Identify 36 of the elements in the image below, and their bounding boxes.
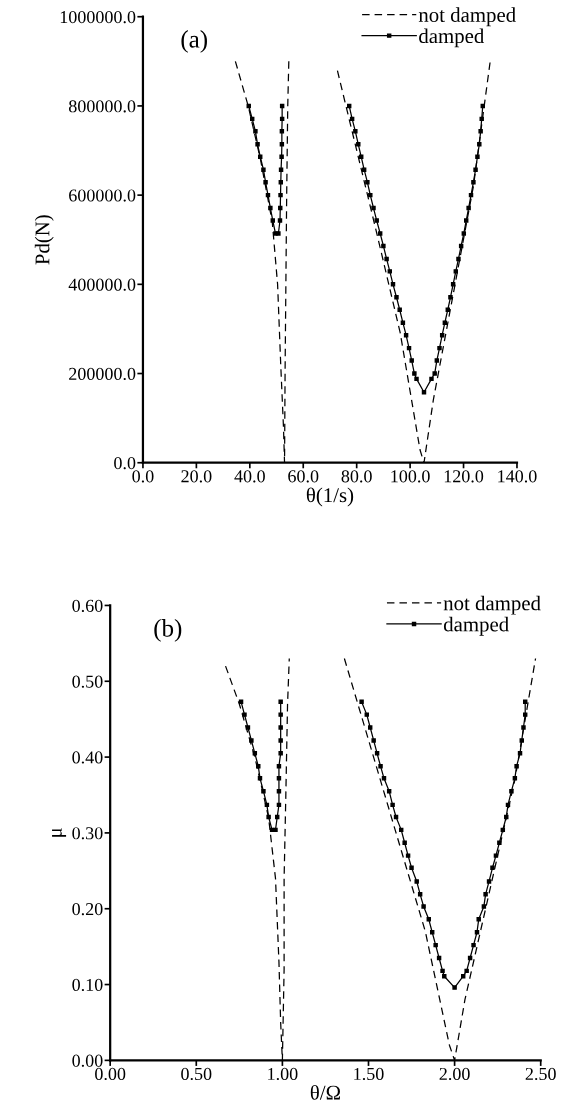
x-tick-label: 2.50 xyxy=(525,1067,556,1081)
y-tick-label: 0.0 xyxy=(114,456,136,470)
x-tick-label: 60.0 xyxy=(288,470,319,483)
x-tick-label: 2.00 xyxy=(439,1067,470,1081)
x-axis-title: θ(1/s) xyxy=(306,487,354,507)
y-tick-label: 0.10 xyxy=(72,978,103,992)
y-tick-label: 0.20 xyxy=(72,902,103,916)
x-tick-label: 140.0 xyxy=(498,470,537,483)
y-tick-label: 0.30 xyxy=(72,827,103,840)
y-tick-label: 400000.0 xyxy=(68,278,136,291)
y-tick-label: 1000000.0 xyxy=(60,10,136,24)
y-tick-label: 600000.0 xyxy=(69,189,136,202)
x-tick-label: 100.0 xyxy=(391,470,430,483)
y-tick-label: 0.00 xyxy=(72,1054,103,1067)
legend-label: not damped xyxy=(418,7,516,27)
y-tick-label: 0.60 xyxy=(72,599,103,612)
legend-label: damped xyxy=(443,616,509,636)
y-tick-label: 800000.0 xyxy=(68,100,136,113)
x-axis-title: θ/Ω xyxy=(310,1084,340,1100)
annotation: (b) xyxy=(154,619,182,642)
x-tick-label: 20.0 xyxy=(181,470,212,483)
y-tick-label: 200000.0 xyxy=(69,367,136,381)
y-axis-title: Pd(N) xyxy=(34,215,54,265)
x-tick-label: 120.0 xyxy=(444,470,484,483)
legend-label: not damped xyxy=(443,595,541,615)
x-tick-label: 1.50 xyxy=(354,1067,384,1081)
annotation: (a) xyxy=(181,30,207,53)
x-tick-label: 0.50 xyxy=(181,1067,212,1081)
y-tick-label: 0.50 xyxy=(72,675,103,688)
y-axis-title: μ xyxy=(52,828,67,837)
y-tick-label: 0.40 xyxy=(72,751,103,764)
legend-label: damped xyxy=(419,28,485,48)
x-tick-label: 0.0 xyxy=(132,470,154,483)
x-tick-label: 80.0 xyxy=(341,470,372,483)
x-tick-label: 1.00 xyxy=(268,1067,298,1081)
x-tick-label: 40.0 xyxy=(234,470,265,483)
